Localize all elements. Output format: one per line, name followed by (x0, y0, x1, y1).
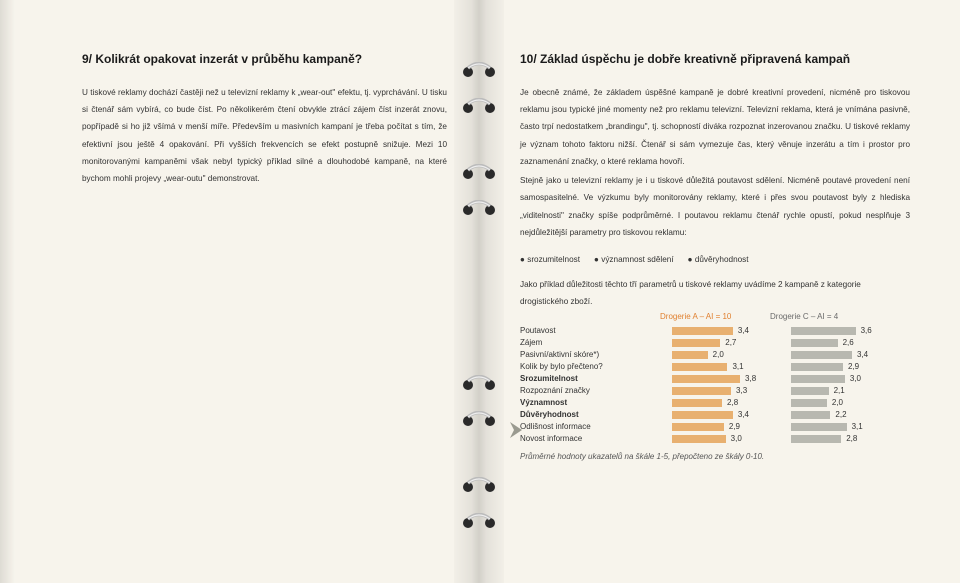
body-9: U tiskové reklamy dochází častěji než u … (82, 84, 447, 187)
row-value-a: 3,4 (672, 408, 791, 420)
row-label: Důvěryhodnost (520, 408, 672, 420)
row-value-a: 2,8 (672, 396, 791, 408)
row-value-c: 3,1 (791, 420, 910, 432)
row-label: Poutavost (520, 324, 672, 336)
table-row: Významnost2,82,0 (520, 396, 910, 408)
heading-9: 9/ Kolikrát opakovat inzerát v průběhu k… (82, 52, 447, 66)
row-label: Významnost (520, 396, 672, 408)
table-row: Odlišnost informace2,93,1 (520, 420, 910, 432)
row-label: Zájem (520, 336, 672, 348)
binder-ring-icon (460, 200, 498, 220)
table-row: Důvěryhodnost3,42,2 (520, 408, 910, 420)
row-value-c: 2,6 (791, 336, 910, 348)
table-intro: Jako příklad důležitosti těchto tří para… (520, 276, 910, 310)
col-header-a: Drogerie A – AI = 10 (660, 312, 770, 321)
row-value-a: 3,8 (672, 372, 791, 384)
body-10-p1: Je obecně známé, že základem úspěšné kam… (520, 84, 910, 170)
row-label: Pasivní/aktivní skóre*) (520, 348, 672, 360)
row-label: Srozumitelnost (520, 372, 672, 384)
row-value-a: 3,1 (672, 360, 791, 372)
binder-ring-icon (460, 477, 498, 497)
comparison-table: Drogerie A – AI = 10 Drogerie C – AI = 4… (520, 312, 910, 444)
table-footnote: Průměrné hodnoty ukazatelů na škále 1-5,… (520, 452, 910, 461)
row-label: Novost informace (520, 432, 672, 444)
binder-ring-icon (460, 411, 498, 431)
table-row: Rozpoznání značky3,32,1 (520, 384, 910, 396)
row-value-a: 2,9 (672, 420, 791, 432)
row-value-c: 3,6 (791, 324, 910, 336)
row-label: Rozpoznání značky (520, 384, 672, 396)
binder-ring-icon (460, 375, 498, 395)
heading-10: 10/ Základ úspěchu je dobře kreativně př… (520, 52, 910, 66)
body-10-p2: Stejně jako u televizní reklamy je i u t… (520, 172, 910, 241)
table-row: Srozumitelnost3,83,0 (520, 372, 910, 384)
binder-ring-icon (460, 98, 498, 118)
left-column: 9/ Kolikrát opakovat inzerát v průběhu k… (82, 52, 447, 187)
row-label: Odlišnost informace (520, 420, 672, 432)
bullet-item: ● důvěryhodnost (688, 255, 749, 264)
table-row: Poutavost3,43,6 (520, 324, 910, 336)
table-header-row: Drogerie A – AI = 10 Drogerie C – AI = 4 (520, 312, 910, 321)
row-value-a: 3,3 (672, 384, 791, 396)
binder-ring-icon (460, 513, 498, 533)
row-value-c: 2,8 (791, 432, 910, 444)
row-value-a: 3,0 (672, 432, 791, 444)
pointer-arrow-icon (508, 420, 524, 440)
row-value-c: 3,4 (791, 348, 910, 360)
row-value-a: 2,7 (672, 336, 791, 348)
binder-ring-icon (460, 62, 498, 82)
bullet-item: ● srozumitelnost (520, 255, 580, 264)
row-label: Kolik by bylo přečteno? (520, 360, 672, 372)
table-row: Pasivní/aktivní skóre*)2,03,4 (520, 348, 910, 360)
row-value-c: 2,9 (791, 360, 910, 372)
page-left-shadow (0, 0, 15, 583)
col-header-c: Drogerie C – AI = 4 (770, 312, 880, 321)
row-value-c: 3,0 (791, 372, 910, 384)
table-row: Kolik by bylo přečteno?3,12,9 (520, 360, 910, 372)
row-value-a: 3,4 (672, 324, 791, 336)
table-row: Zájem2,72,6 (520, 336, 910, 348)
data-table: Poutavost3,43,6Zájem2,72,6Pasivní/aktivn… (520, 324, 910, 444)
row-value-a: 2,0 (672, 348, 791, 360)
right-column: 10/ Základ úspěchu je dobře kreativně př… (520, 52, 910, 461)
bullet-item: ● významnost sdělení (594, 255, 674, 264)
table-row: Novost informace3,02,8 (520, 432, 910, 444)
row-value-c: 2,2 (791, 408, 910, 420)
row-value-c: 2,0 (791, 396, 910, 408)
row-value-c: 2,1 (791, 384, 910, 396)
binder-ring-icon (460, 164, 498, 184)
bullet-list: ● srozumitelnost ● významnost sdělení ● dů… (520, 255, 910, 264)
